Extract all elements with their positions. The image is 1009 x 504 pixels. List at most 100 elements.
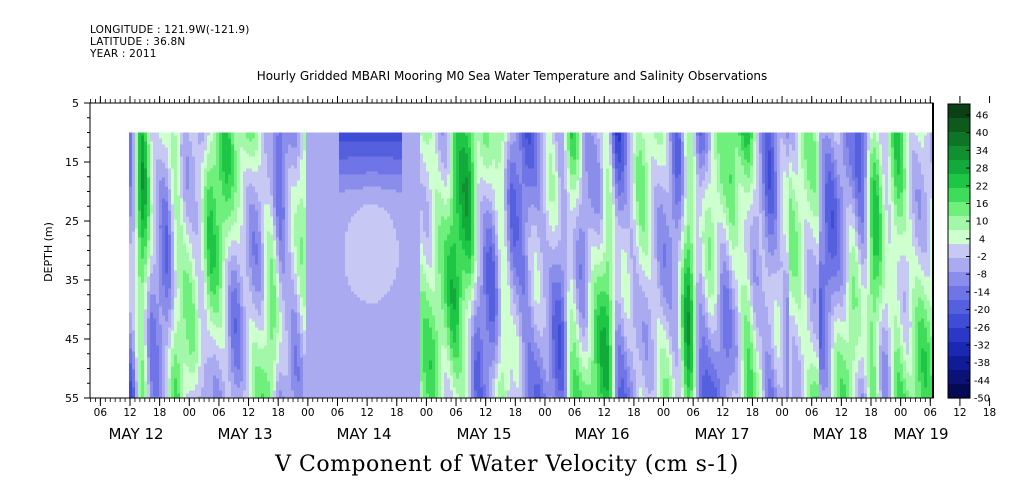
- field-cell: [219, 160, 222, 163]
- field-cell: [294, 133, 297, 136]
- field-cell: [174, 313, 177, 316]
- field-cell: [195, 217, 198, 220]
- field-cell: [294, 385, 297, 388]
- field-cell: [162, 187, 165, 190]
- field-cell: [249, 379, 252, 382]
- field-cell: [246, 340, 249, 343]
- field-cell: [234, 166, 237, 169]
- field-cell: [204, 292, 207, 295]
- field-cell: [285, 292, 288, 295]
- field-cell: [219, 340, 222, 343]
- field-cell: [291, 343, 294, 346]
- field-cell: [276, 262, 279, 265]
- field-cell: [246, 376, 249, 379]
- field-cell: [129, 145, 132, 148]
- field-cell: [285, 286, 288, 289]
- field-cell: [234, 322, 237, 325]
- field-cell: [216, 172, 219, 175]
- field-cell: [216, 151, 219, 154]
- field-cell: [228, 382, 231, 385]
- field-cell: [282, 364, 285, 367]
- field-cell: [156, 352, 159, 355]
- field-cell: [192, 145, 195, 148]
- field-cell: [222, 208, 225, 211]
- field-cell: [276, 241, 279, 244]
- field-cell: [285, 298, 288, 301]
- field-cell: [207, 292, 210, 295]
- field-cell: [186, 172, 189, 175]
- field-cell: [165, 292, 168, 295]
- field-cell: [171, 304, 174, 307]
- field-cell: [279, 355, 282, 358]
- field-cell: [264, 298, 267, 301]
- field-cell: [159, 178, 162, 181]
- field-cell: [135, 268, 138, 271]
- field-cell: [243, 322, 246, 325]
- field-cell: [258, 226, 261, 229]
- field-cell: [246, 361, 249, 364]
- field-cell: [270, 205, 273, 208]
- field-cell: [150, 328, 153, 331]
- field-cell: [288, 268, 291, 271]
- field-cell: [222, 307, 225, 310]
- field-cell: [171, 223, 174, 226]
- field-cell: [261, 325, 264, 328]
- field-cell: [225, 256, 228, 259]
- field-cell: [237, 250, 240, 253]
- field-cell: [225, 340, 228, 343]
- field-cell: [288, 274, 291, 277]
- field-cell: [144, 259, 147, 262]
- field-cell: [165, 181, 168, 184]
- field-cell: [195, 322, 198, 325]
- field-cell: [234, 220, 237, 223]
- field-cell: [210, 232, 213, 235]
- field-cell: [195, 391, 198, 394]
- field-cell: [228, 148, 231, 151]
- field-cell: [285, 358, 288, 361]
- field-cell: [285, 319, 288, 322]
- field-cell: [192, 349, 195, 352]
- field-cell: [237, 337, 240, 340]
- field-cell: [132, 355, 135, 358]
- field-cell: [150, 265, 153, 268]
- field-cell: [138, 178, 141, 181]
- field-cell: [285, 148, 288, 151]
- field-cell: [255, 241, 258, 244]
- field-cell: [144, 268, 147, 271]
- field-cell: [147, 190, 150, 193]
- field-cell: [171, 370, 174, 373]
- field-cell: [168, 340, 171, 343]
- field-cell: [240, 325, 243, 328]
- field-cell: [276, 247, 279, 250]
- field-cell: [129, 172, 132, 175]
- field-cell: [207, 211, 210, 214]
- field-cell: [294, 358, 297, 361]
- field-cell: [141, 355, 144, 358]
- field-cell: [147, 382, 150, 385]
- field-cell: [264, 247, 267, 250]
- field-cell: [279, 343, 282, 346]
- field-cell: [255, 187, 258, 190]
- field-cell: [252, 373, 255, 376]
- field-cell: [234, 139, 237, 142]
- field-cell: [258, 370, 261, 373]
- field-cell: [201, 301, 204, 304]
- field-cell: [237, 238, 240, 241]
- field-cell: [261, 181, 264, 184]
- field-cell: [291, 160, 294, 163]
- field-cell: [129, 196, 132, 199]
- field-cell: [243, 226, 246, 229]
- field-cell: [186, 217, 189, 220]
- field-cell: [243, 211, 246, 214]
- field-cell: [285, 331, 288, 334]
- field-cell: [285, 244, 288, 247]
- field-cell: [288, 148, 291, 151]
- field-cell: [216, 232, 219, 235]
- field-cell: [204, 283, 207, 286]
- field-cell: [162, 265, 165, 268]
- field-cell: [264, 373, 267, 376]
- field-cell: [144, 166, 147, 169]
- field-cell: [219, 223, 222, 226]
- field-cell: [216, 214, 219, 217]
- field-cell: [144, 289, 147, 292]
